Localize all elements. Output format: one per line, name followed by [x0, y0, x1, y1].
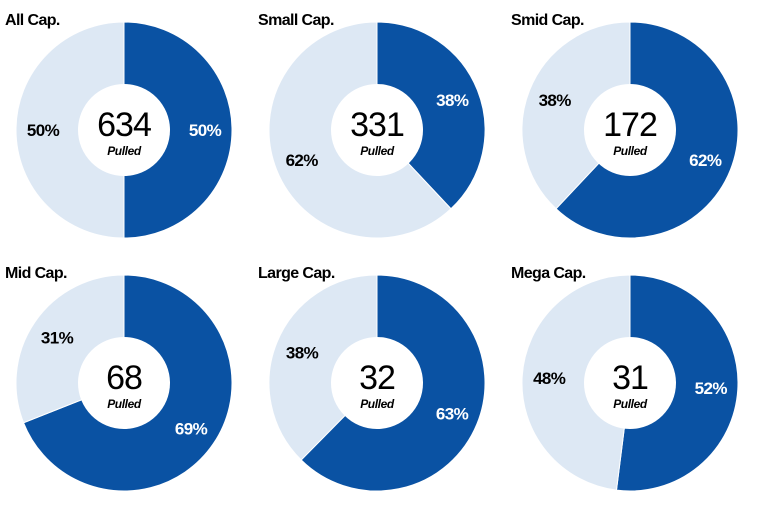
donut-hole: [78, 84, 170, 176]
donut-slice-dark: [376, 21, 486, 210]
chart-title: Mid Cap.: [5, 265, 67, 282]
slice-percent-label: 52%: [695, 379, 728, 398]
donut-panel-1: 50% 50% 634 Pulled All Cap.: [0, 0, 250, 250]
chart-title: Smid Cap.: [511, 12, 584, 29]
slice-percent-label: 63%: [436, 405, 469, 424]
pulled-count: 68: [106, 359, 142, 397]
pulled-count: 31: [612, 359, 648, 397]
donut-slice-dark: [615, 274, 739, 492]
slice-percent-label: 50%: [27, 121, 60, 140]
pulled-label: Pulled: [613, 397, 648, 411]
chart-title: Small Cap.: [258, 12, 334, 29]
slice-percent-label: 38%: [436, 91, 469, 110]
pulled-count: 331: [350, 106, 404, 144]
donut-panel-3: 62% 38% 172 Pulled Smid Cap.: [506, 0, 756, 250]
pulled-count: 172: [603, 106, 657, 144]
donut-slice-light: [15, 21, 125, 239]
donut-hole: [331, 84, 423, 176]
donut-hole: [78, 337, 170, 429]
donut-hole: [331, 337, 423, 429]
donut-slice-light: [521, 21, 631, 210]
chart-title: Mega Cap.: [511, 265, 586, 282]
donut-hole: [584, 84, 676, 176]
pulled-label: Pulled: [107, 397, 142, 411]
donut-slice-dark: [123, 21, 233, 239]
pulled-label: Pulled: [613, 144, 648, 158]
donut-panel-2: 38% 62% 331 Pulled Small Cap.: [253, 0, 503, 250]
slice-percent-label: 62%: [689, 151, 722, 170]
slice-percent-label: 62%: [286, 151, 319, 170]
pulled-label: Pulled: [107, 144, 142, 158]
donut-slice-light: [521, 274, 631, 491]
slice-percent-label: 38%: [286, 343, 319, 362]
pulled-count: 634: [97, 106, 151, 144]
pulled-label: Pulled: [360, 144, 395, 158]
donut-hole: [584, 337, 676, 429]
slice-percent-label: 50%: [189, 121, 222, 140]
donut-slice-light: [268, 274, 378, 461]
slice-percent-label: 31%: [41, 329, 74, 348]
pulled-label: Pulled: [360, 397, 395, 411]
chart-title: All Cap.: [5, 12, 60, 29]
chart-title: Large Cap.: [258, 265, 335, 282]
slice-percent-label: 69%: [175, 420, 208, 439]
donut-panel-5: 63% 38% 32 Pulled Large Cap.: [253, 253, 503, 503]
slice-percent-label: 48%: [533, 369, 566, 388]
pulled-count: 32: [359, 359, 395, 397]
donut-panel-4: 69% 31% 68 Pulled Mid Cap.: [0, 253, 250, 503]
slice-percent-label: 38%: [539, 91, 572, 110]
donut-panel-6: 52% 48% 31 Pulled Mega Cap.: [506, 253, 756, 503]
